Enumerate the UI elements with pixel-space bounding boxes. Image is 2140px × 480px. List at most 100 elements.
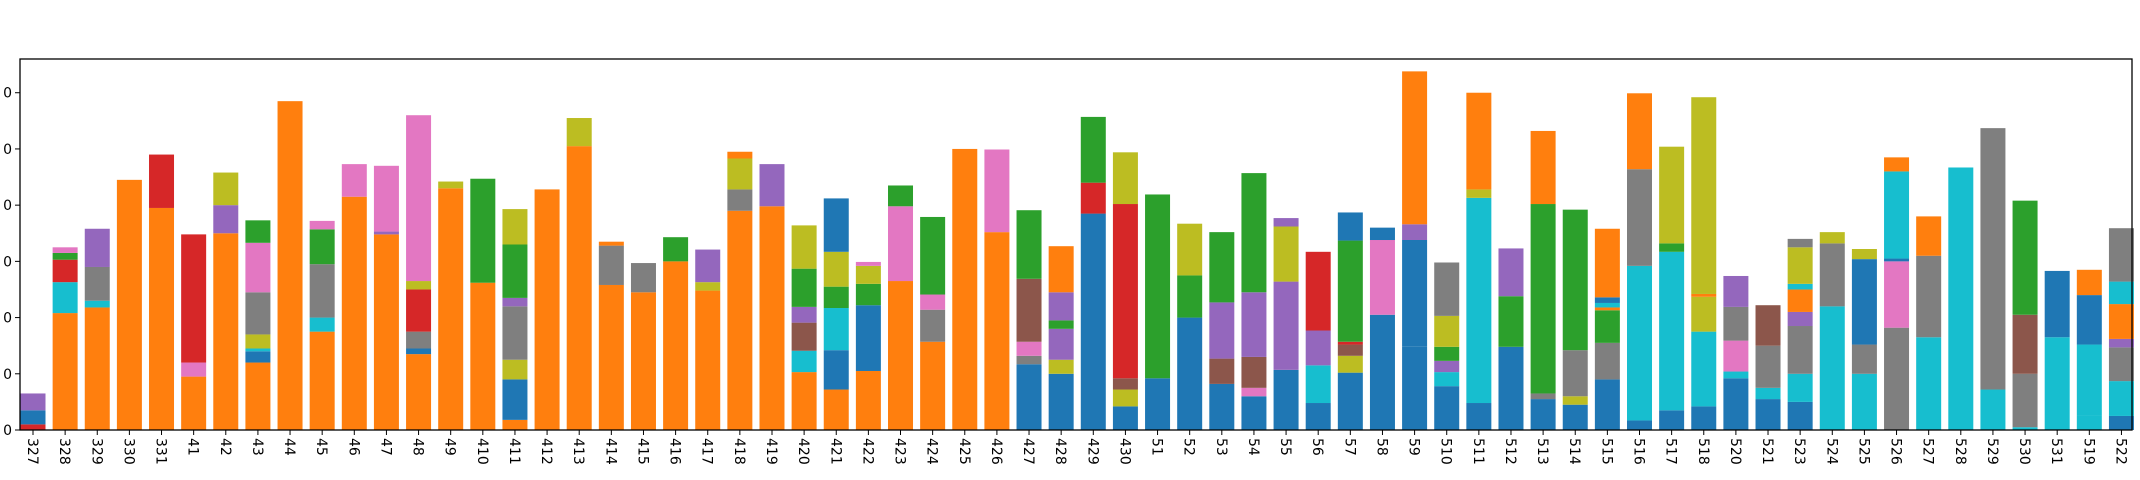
bar-segment-45-2 [309, 264, 335, 318]
bar-segment-51-1 [1145, 194, 1171, 379]
bar-segment-526-3 [1884, 171, 1910, 259]
bar-segment-421-3 [823, 286, 849, 309]
bar-segment-526-0 [1884, 327, 1910, 430]
bar-segment-420-4 [791, 268, 817, 307]
bar-segment-520-2 [1723, 340, 1749, 372]
bar-segment-510-1 [1434, 372, 1460, 387]
bar-segment-327-0 [20, 424, 46, 430]
bar-segment-523-5 [1787, 283, 1813, 290]
bar-segment-513-0 [1530, 399, 1556, 430]
bar-segment-57-0 [1337, 372, 1363, 430]
x-tick-label-330: 330 [120, 438, 136, 465]
bar-segment-410-0 [470, 282, 496, 430]
y-axis: 0 0 0 0 0 0 0 [3, 86, 20, 439]
bar-segment-420-1 [791, 350, 817, 373]
bar-segment-42-2 [213, 172, 239, 206]
bar-segment-526-4 [1884, 157, 1910, 172]
bar-segment-514-3 [1562, 209, 1588, 351]
y-tick-label-300: 0 [3, 254, 12, 270]
x-tick-label-525: 525 [1855, 438, 1871, 465]
bar-segment-525-3 [1851, 249, 1877, 260]
x-tick-label-527: 527 [1920, 438, 1936, 465]
bar-segment-515-0 [1594, 379, 1620, 430]
x-tick-label-52: 52 [1181, 438, 1197, 456]
x-tick-label-410: 410 [474, 438, 490, 465]
bar-segment-48-0 [406, 354, 432, 430]
bar-segment-518-0 [1691, 406, 1717, 430]
bar-segment-47-1 [373, 231, 399, 235]
bar-segment-422-3 [855, 265, 881, 284]
bar-segment-530-0 [2012, 427, 2038, 430]
bar-segment-47-0 [373, 234, 399, 430]
bar-segment-512-1 [1498, 296, 1524, 347]
bar-segment-529-0 [1980, 389, 2006, 430]
bar-segment-48-5 [406, 115, 432, 282]
bar-segment-421-5 [823, 198, 849, 252]
bar-segment-43-6 [245, 220, 271, 243]
bar-segment-328-1 [52, 282, 78, 314]
x-tick-label-328: 328 [56, 438, 72, 465]
bar-segment-48-3 [406, 289, 432, 332]
x-tick-label-48: 48 [410, 438, 426, 456]
bar-segment-530-2 [2012, 314, 2038, 374]
bar-segment-59-3 [1402, 71, 1428, 225]
bar-segment-57-2 [1337, 344, 1363, 356]
bar-segment-43-5 [245, 242, 271, 293]
bar-segment-46-1 [341, 164, 367, 197]
bar-segment-428-1 [1048, 359, 1074, 374]
x-tick-label-53: 53 [1213, 438, 1229, 456]
bar-segment-414-1 [598, 245, 624, 285]
bar-segment-516-0 [1627, 420, 1652, 430]
bar-segment-421-1 [823, 350, 849, 390]
bar-segment-418-0 [727, 210, 753, 430]
bar-segment-529-1 [1980, 128, 2006, 390]
bar-segment-420-2 [791, 322, 817, 351]
bar-segment-55-2 [1273, 226, 1299, 282]
bar-segment-523-1 [1787, 373, 1813, 402]
x-tick-label-511: 511 [1470, 438, 1486, 465]
x-tick-label-411: 411 [506, 438, 522, 465]
bar-segment-523-6 [1787, 247, 1813, 284]
bar-segment-429-2 [1080, 116, 1106, 183]
bar-segment-411-4 [502, 297, 528, 307]
bar-segment-510-3 [1434, 346, 1460, 361]
y-tick-label-600: 0 [3, 86, 12, 102]
bar-segment-511-2 [1466, 189, 1492, 198]
bar-segment-518-2 [1691, 296, 1717, 332]
bar-segment-522-6 [2108, 228, 2134, 282]
bar-segment-57-1 [1337, 355, 1363, 373]
bar-segment-329-3 [84, 228, 110, 267]
x-tick-label-415: 415 [634, 438, 650, 465]
x-tick-label-43: 43 [249, 438, 265, 456]
bar-segment-515-3 [1594, 307, 1620, 311]
bar-segment-328-2 [52, 259, 78, 283]
bar-segment-413-0 [566, 146, 592, 430]
bar-segment-427-3 [1016, 278, 1042, 342]
x-tick-label-414: 414 [602, 438, 618, 465]
x-tick-label-424: 424 [924, 438, 940, 465]
bar-segment-59-0 [1402, 346, 1428, 430]
bar-segment-43-4 [245, 292, 271, 335]
bar-segment-327-1 [20, 410, 46, 425]
bar-segment-512-0 [1498, 346, 1524, 430]
bar-segment-428-2 [1048, 328, 1074, 360]
bar-segment-517-3 [1659, 146, 1685, 244]
bar-segment-411-0 [502, 419, 528, 430]
bar-segment-527-1 [1916, 255, 1942, 338]
bar-segment-411-1 [502, 379, 528, 420]
bar-segment-426-0 [984, 232, 1010, 430]
bar-segment-425-0 [952, 148, 978, 430]
x-tick-label-54: 54 [1245, 438, 1261, 456]
bar-segment-510-0 [1434, 386, 1460, 430]
bar-segment-430-3 [1112, 204, 1138, 379]
bar-segment-331-1 [149, 154, 175, 208]
bar-segment-518-3 [1691, 293, 1717, 297]
bar-segment-48-1 [406, 348, 432, 355]
bar-segment-523-2 [1787, 326, 1813, 374]
bar-segment-46-0 [341, 196, 367, 430]
bar-segment-430-2 [1112, 378, 1138, 390]
bar-segment-523-4 [1787, 289, 1813, 312]
bar-segment-515-6 [1594, 228, 1620, 298]
bars-layer [20, 71, 2134, 431]
bar-segment-429-1 [1080, 182, 1106, 214]
